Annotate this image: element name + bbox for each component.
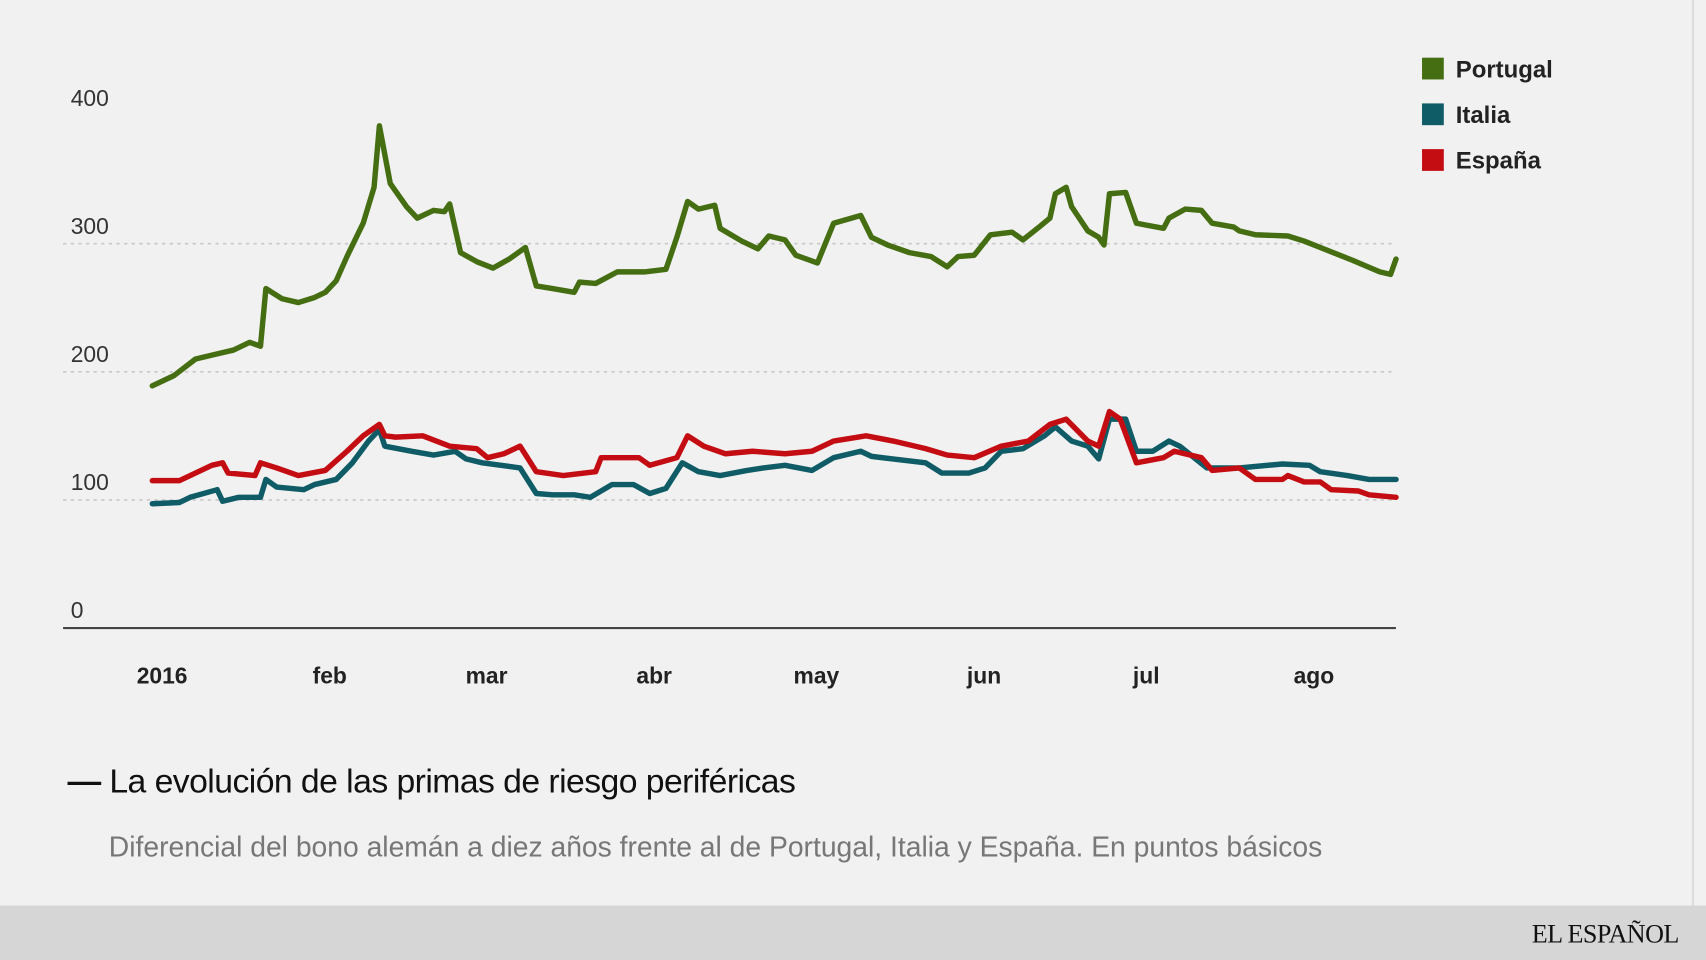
legend-label: Portugal	[1456, 56, 1553, 83]
legend-swatch	[1422, 103, 1444, 126]
x-tick-label: mar	[466, 663, 508, 689]
legend-item: Portugal	[1422, 56, 1553, 83]
x-tick-label: 2016	[137, 663, 188, 689]
series-lines	[149, 123, 1399, 507]
y-tick-label: 0	[71, 597, 84, 623]
x-axis-ticks: 2016 feb mar abr may jun jul ago	[137, 663, 1335, 689]
series-line-españa	[149, 408, 1399, 501]
chart-title: — La evolución de las primas de riesgo pe…	[67, 762, 795, 800]
series-line-portugal	[149, 123, 1399, 389]
legend-swatch	[1422, 149, 1444, 171]
chart-subtitle: Diferencial del bono alemán a diez años …	[109, 831, 1322, 863]
right-border	[1691, 0, 1695, 906]
legend-swatch	[1422, 57, 1444, 80]
legend-item: Italia	[1422, 102, 1511, 129]
y-axis-ticks: 0 100 200 300 400	[71, 85, 109, 623]
x-tick-label: abr	[636, 663, 672, 689]
x-tick-label: jul	[1132, 663, 1160, 689]
x-tick-label: feb	[313, 663, 347, 689]
legend: Portugal Italia España	[1422, 56, 1553, 175]
legend-label: Italia	[1456, 102, 1511, 129]
x-tick-label: ago	[1294, 663, 1335, 689]
legend-label: España	[1456, 148, 1542, 175]
x-tick-label: jun	[966, 663, 1001, 689]
legend-item: España	[1422, 148, 1542, 175]
y-tick-label: 400	[71, 85, 109, 111]
x-tick-label: may	[794, 663, 840, 689]
y-tick-label: 300	[71, 213, 109, 239]
title-text: La evolución de las primas de riesgo per…	[109, 762, 795, 800]
series-line-italia	[149, 416, 1399, 507]
y-tick-label: 100	[71, 469, 109, 495]
y-tick-label: 200	[71, 341, 109, 367]
title-dash: —	[67, 762, 101, 800]
el-espanol-logo: EL ESPAÑOL	[1532, 920, 1679, 949]
footer-bar	[0, 905, 1706, 960]
gridlines	[63, 242, 1396, 501]
